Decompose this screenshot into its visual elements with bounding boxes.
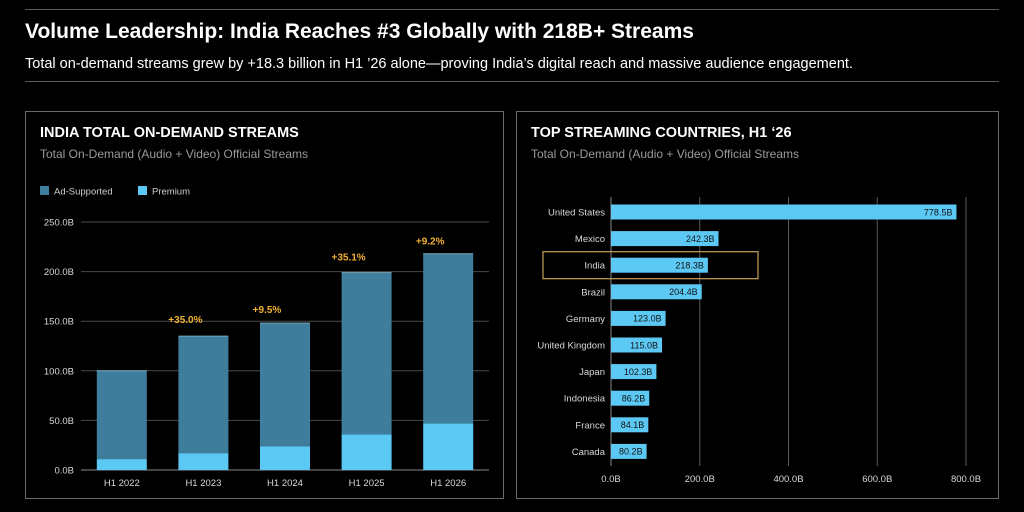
bar-ad-supported xyxy=(178,336,229,454)
bar-value-label: 115.0B xyxy=(630,340,658,350)
bar-value-label: 102.3B xyxy=(624,367,653,377)
x-tick-label: 600.0B xyxy=(862,474,892,485)
country-bar xyxy=(611,231,719,247)
bar-value-label: 218.3B xyxy=(675,261,704,271)
growth-label: +35.0% xyxy=(168,315,202,326)
country-label: Indonesia xyxy=(564,394,606,405)
legend-label-premium: Premium xyxy=(152,187,190,198)
country-bar xyxy=(611,284,702,300)
bar-value-label: 778.5B xyxy=(924,207,953,217)
india-chart-subtitle: Total On-Demand (Audio + Video) Official… xyxy=(40,147,309,161)
bar-ad-supported xyxy=(260,323,310,447)
bar-value-label: 204.4B xyxy=(669,287,698,297)
country-bar xyxy=(611,417,649,433)
bar-value-label: 84.1B xyxy=(621,420,645,430)
y-tick-label: 150.0B xyxy=(44,317,74,328)
country-bar xyxy=(611,390,650,406)
y-tick-label: 50.0B xyxy=(49,416,74,427)
bar-ad-supported xyxy=(96,370,147,460)
bar-ad-supported xyxy=(341,272,392,435)
bar-premium xyxy=(423,423,474,470)
x-tick-label: H1 2022 xyxy=(104,478,140,489)
top-countries-panel: TOP STREAMING COUNTRIES, H1 ‘26 Total On… xyxy=(516,111,999,499)
legend-label-ad-supported: Ad-Supported xyxy=(54,187,113,198)
country-label: United States xyxy=(548,208,605,219)
x-tick-label: 800.0B xyxy=(951,474,981,485)
growth-label: +9.5% xyxy=(253,305,282,316)
top-countries-chart: 0.0B 200.0B 400.0B 600.0B 800.0B United State… xyxy=(537,197,981,485)
x-tick-label: H1 2024 xyxy=(267,478,303,489)
country-label: Japan xyxy=(579,367,605,378)
country-bar xyxy=(611,364,657,380)
india-chart-title: INDIA TOTAL ON-DEMAND STREAMS xyxy=(40,125,299,141)
country-bar xyxy=(611,337,663,353)
page-title: Volume Leadership: India Reaches #3 Glob… xyxy=(25,20,694,43)
growth-label: +9.2% xyxy=(416,237,445,248)
header-rule xyxy=(25,81,999,82)
bar-value-label: 123.0B xyxy=(633,314,662,324)
country-bar xyxy=(611,443,647,459)
bar-ad-supported xyxy=(423,253,474,424)
x-tick-label: 200.0B xyxy=(685,474,715,485)
bar-premium xyxy=(260,446,310,470)
country-bar xyxy=(611,257,708,273)
bar-value-label: 86.2B xyxy=(622,394,646,404)
bar-value-label: 80.2B xyxy=(619,447,643,457)
country-label: Mexico xyxy=(575,234,605,245)
y-tick-label: 250.0B xyxy=(44,218,74,229)
legend-swatch-ad-supported xyxy=(40,186,49,195)
country-label: United Kingdom xyxy=(537,341,605,352)
x-tick-label: 400.0B xyxy=(773,474,803,485)
top-rule xyxy=(25,9,999,10)
x-tick-label: H1 2025 xyxy=(349,478,385,489)
country-label: Canada xyxy=(572,447,606,458)
country-label: Germany xyxy=(566,314,605,325)
country-label: India xyxy=(584,261,605,272)
highlight-box xyxy=(542,251,759,280)
bar-premium xyxy=(178,453,229,470)
x-tick-label: 0.0B xyxy=(601,474,621,485)
x-tick-label: H1 2026 xyxy=(430,478,466,489)
country-label: Brazil xyxy=(581,287,605,298)
bar-value-label: 242.3B xyxy=(686,234,715,244)
legend-swatch-premium xyxy=(138,186,147,195)
page-subtitle: Total on-demand streams grew by +18.3 bi… xyxy=(25,56,853,72)
india-streams-panel: INDIA TOTAL ON-DEMAND STREAMS Total On-D… xyxy=(25,111,504,499)
growth-label: +35.1% xyxy=(331,253,365,264)
x-tick-label: H1 2023 xyxy=(185,478,221,489)
country-label: France xyxy=(575,420,605,431)
countries-chart-subtitle: Total On-Demand (Audio + Video) Official… xyxy=(531,147,800,161)
country-bar xyxy=(611,204,957,220)
y-tick-label: 0.0B xyxy=(54,466,74,477)
y-tick-label: 200.0B xyxy=(44,267,74,278)
country-bar xyxy=(611,310,666,326)
bar-premium xyxy=(341,434,392,470)
bar-premium xyxy=(96,459,147,470)
india-streams-chart: Ad-Supported Premium 0.0B 50.0B 100.0B 150.0B… xyxy=(40,186,489,489)
countries-chart-title: TOP STREAMING COUNTRIES, H1 ‘26 xyxy=(531,125,792,141)
y-tick-label: 100.0B xyxy=(44,366,74,377)
